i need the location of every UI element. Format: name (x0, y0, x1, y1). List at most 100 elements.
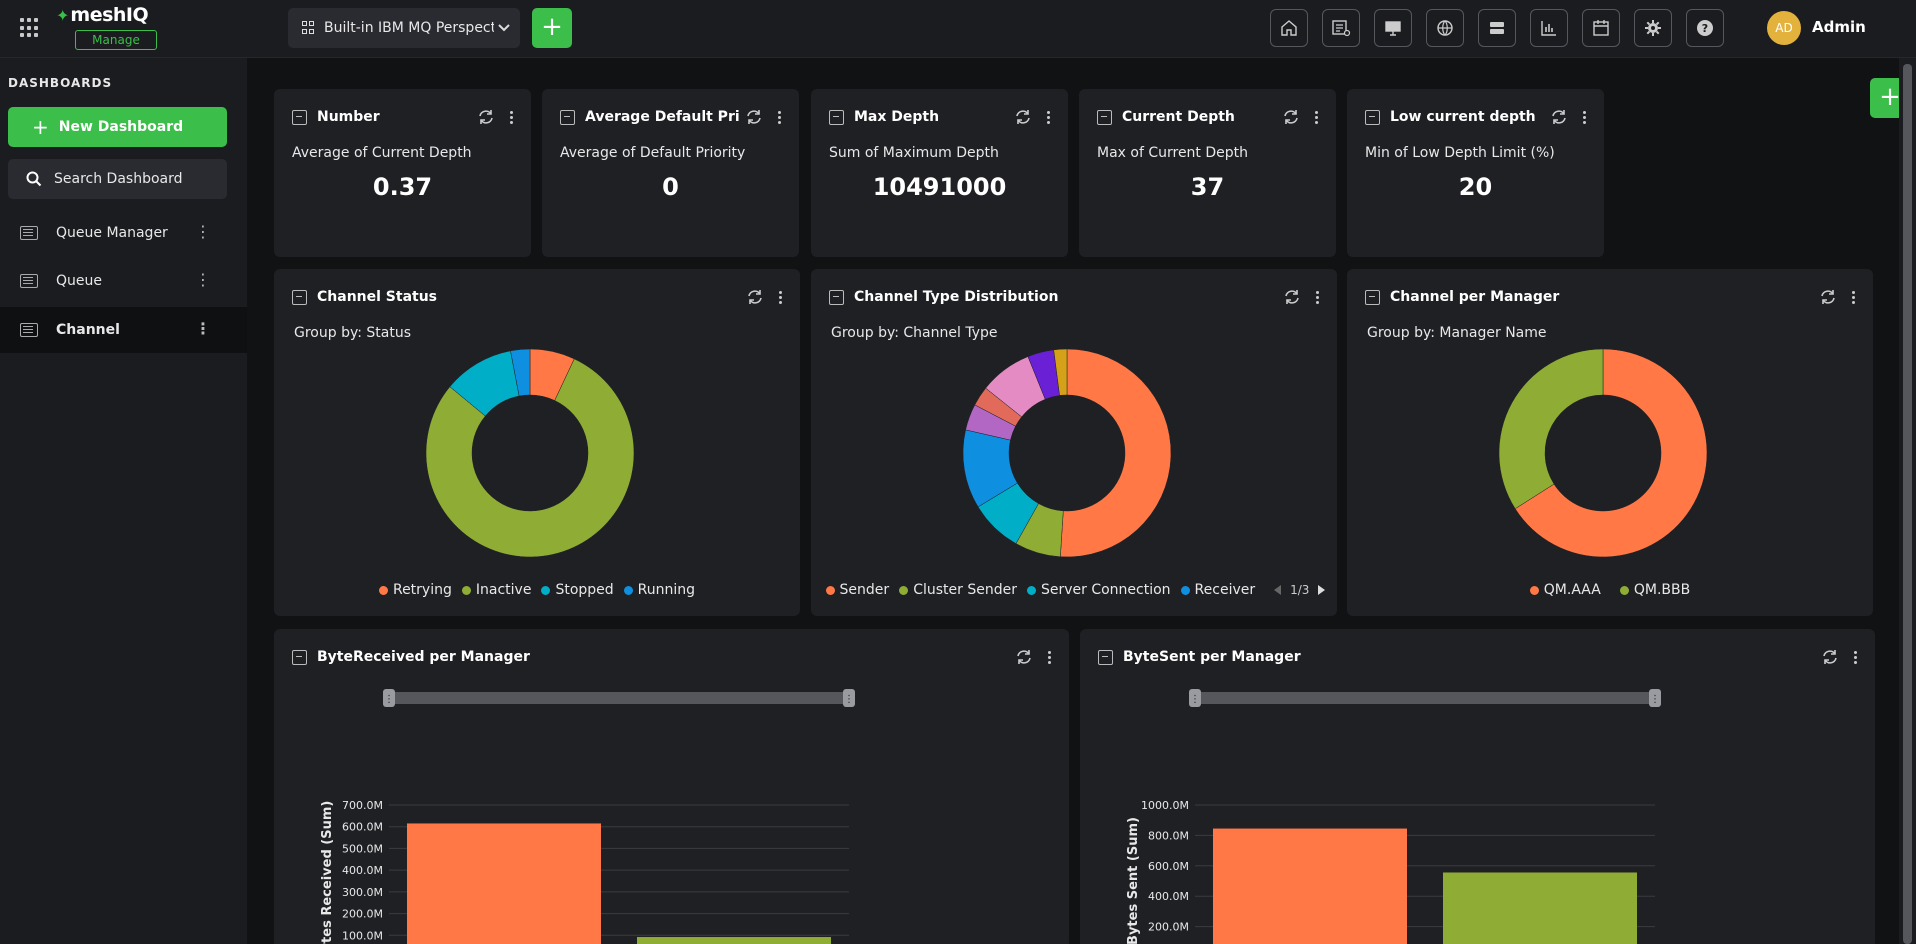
home-icon[interactable] (1270, 9, 1308, 47)
donut-chart (1498, 348, 1708, 558)
refresh-icon[interactable] (746, 288, 764, 306)
more-options-icon[interactable] (1040, 108, 1056, 126)
card-header: ByteSent per Manager (1098, 645, 1863, 669)
user-name[interactable]: Admin (1812, 18, 1866, 36)
bar[interactable] (637, 937, 831, 944)
sidebar-item-channel[interactable]: Channel ⋮ (0, 307, 247, 353)
refresh-icon[interactable] (1821, 648, 1839, 666)
donut-slice[interactable] (425, 358, 635, 558)
range-handle[interactable] (383, 689, 395, 707)
add-button[interactable]: + (532, 8, 572, 48)
refresh-icon[interactable] (1819, 288, 1837, 306)
kebab-menu-icon[interactable]: ⋮ (195, 222, 211, 241)
range-slider[interactable] (1195, 692, 1655, 704)
collapse-icon[interactable] (829, 289, 844, 305)
gear-icon[interactable] (1634, 9, 1672, 47)
bar[interactable] (1213, 828, 1407, 944)
kebab-menu-icon[interactable]: ⋮ (195, 270, 211, 289)
more-options-icon[interactable] (1576, 108, 1592, 126)
donut-slice[interactable] (1514, 348, 1708, 558)
search-dashboard-input[interactable]: Search Dashboard (8, 159, 227, 199)
legend-item[interactable]: Stopped (541, 582, 614, 598)
collapse-icon[interactable] (829, 109, 844, 125)
bar[interactable] (1443, 872, 1637, 944)
y-axis-label: Bytes Sent (Sum) (1126, 817, 1141, 944)
legend-item[interactable]: Retrying (378, 582, 452, 598)
legend-label: Receiver (1194, 582, 1256, 598)
metric-card-low-current-depth: Low current depth Min of Low Depth Limit… (1347, 89, 1604, 257)
y-tick-label: 500.0M (342, 842, 383, 855)
refresh-icon[interactable] (1015, 648, 1033, 666)
refresh-icon[interactable] (1014, 108, 1032, 126)
donut-slice[interactable] (1498, 348, 1604, 510)
chevron-down-icon (498, 21, 510, 35)
range-handle[interactable] (1649, 689, 1661, 707)
bar[interactable] (407, 823, 601, 944)
donut-slice[interactable] (510, 348, 531, 397)
range-handle[interactable] (843, 689, 855, 707)
collapse-icon[interactable] (292, 289, 307, 305)
legend-item[interactable]: Inactive (461, 582, 531, 598)
sidebar-item-queue-manager[interactable]: Queue Manager ⋮ (0, 210, 247, 256)
donut-slice[interactable] (1060, 348, 1172, 558)
card-title: Current Depth (1122, 109, 1235, 125)
scrollbar-thumb[interactable] (1903, 64, 1912, 944)
more-options-icon[interactable] (1308, 108, 1324, 126)
help-icon[interactable]: ? (1686, 9, 1724, 47)
page-scrollbar[interactable] (1899, 58, 1916, 944)
next-page-icon[interactable] (1317, 584, 1327, 596)
collapse-icon[interactable] (1365, 289, 1380, 305)
collapse-icon[interactable] (1365, 109, 1380, 125)
monitor-icon[interactable] (1374, 9, 1412, 47)
card-title: Channel per Manager (1390, 289, 1560, 305)
legend-item[interactable]: Running (623, 582, 695, 598)
legend-dot (825, 585, 835, 595)
more-options-icon[interactable] (772, 288, 788, 306)
legend-item[interactable]: QM.BBB (1619, 582, 1690, 598)
donut-slice[interactable] (1053, 348, 1068, 396)
legend-item[interactable]: Sender (825, 582, 889, 598)
refresh-icon[interactable] (1550, 108, 1568, 126)
list-icon (20, 323, 38, 337)
new-dashboard-button[interactable]: + New Dashboard (8, 107, 227, 147)
more-options-icon[interactable] (1041, 648, 1057, 666)
legend-item[interactable]: Receiver (1180, 582, 1256, 598)
apps-grid-icon[interactable] (20, 18, 40, 38)
card-header: Channel per Manager (1365, 285, 1861, 309)
collapse-icon[interactable] (1097, 109, 1112, 125)
legend-label: Retrying (392, 582, 452, 598)
bar-chart-icon[interactable] (1530, 9, 1568, 47)
metric-value: 20 (1458, 173, 1493, 201)
card-title: ByteSent per Manager (1123, 649, 1301, 665)
calendar-icon[interactable] (1582, 9, 1620, 47)
refresh-icon[interactable] (1282, 108, 1300, 126)
perspective-select[interactable]: Built-in IBM MQ Perspective (288, 8, 520, 48)
globe-icon[interactable] (1426, 9, 1464, 47)
refresh-icon[interactable] (745, 108, 763, 126)
collapse-icon[interactable] (292, 649, 307, 665)
top-bar: ✦meshIQ Manage Built-in IBM MQ Perspecti… (0, 0, 1916, 58)
kebab-menu-icon[interactable]: ⋮ (195, 319, 211, 338)
server-icon[interactable] (1478, 9, 1516, 47)
more-options-icon[interactable] (1847, 648, 1863, 666)
sidebar-item-queue[interactable]: Queue ⋮ (0, 258, 247, 304)
range-handle-grip: ⋮ (844, 694, 854, 705)
more-options-icon[interactable] (503, 108, 519, 126)
document-settings-icon[interactable] (1322, 9, 1360, 47)
legend-item[interactable]: QM.AAA (1529, 582, 1601, 598)
collapse-icon[interactable] (1098, 649, 1113, 665)
range-slider[interactable] (389, 692, 849, 704)
range-handle[interactable] (1189, 689, 1201, 707)
avatar[interactable]: AD (1767, 11, 1801, 45)
collapse-icon[interactable] (292, 109, 307, 125)
more-options-icon[interactable] (771, 108, 787, 126)
refresh-icon[interactable] (477, 108, 495, 126)
legend-item[interactable]: Server Connection (1026, 582, 1171, 598)
collapse-icon[interactable] (560, 109, 575, 125)
legend-item[interactable]: Cluster Sender (899, 582, 1017, 598)
prev-page-icon[interactable] (1272, 584, 1282, 596)
group-by-label: Group by: Channel Type (831, 325, 998, 341)
more-options-icon[interactable] (1309, 288, 1325, 306)
more-options-icon[interactable] (1845, 288, 1861, 306)
refresh-icon[interactable] (1283, 288, 1301, 306)
